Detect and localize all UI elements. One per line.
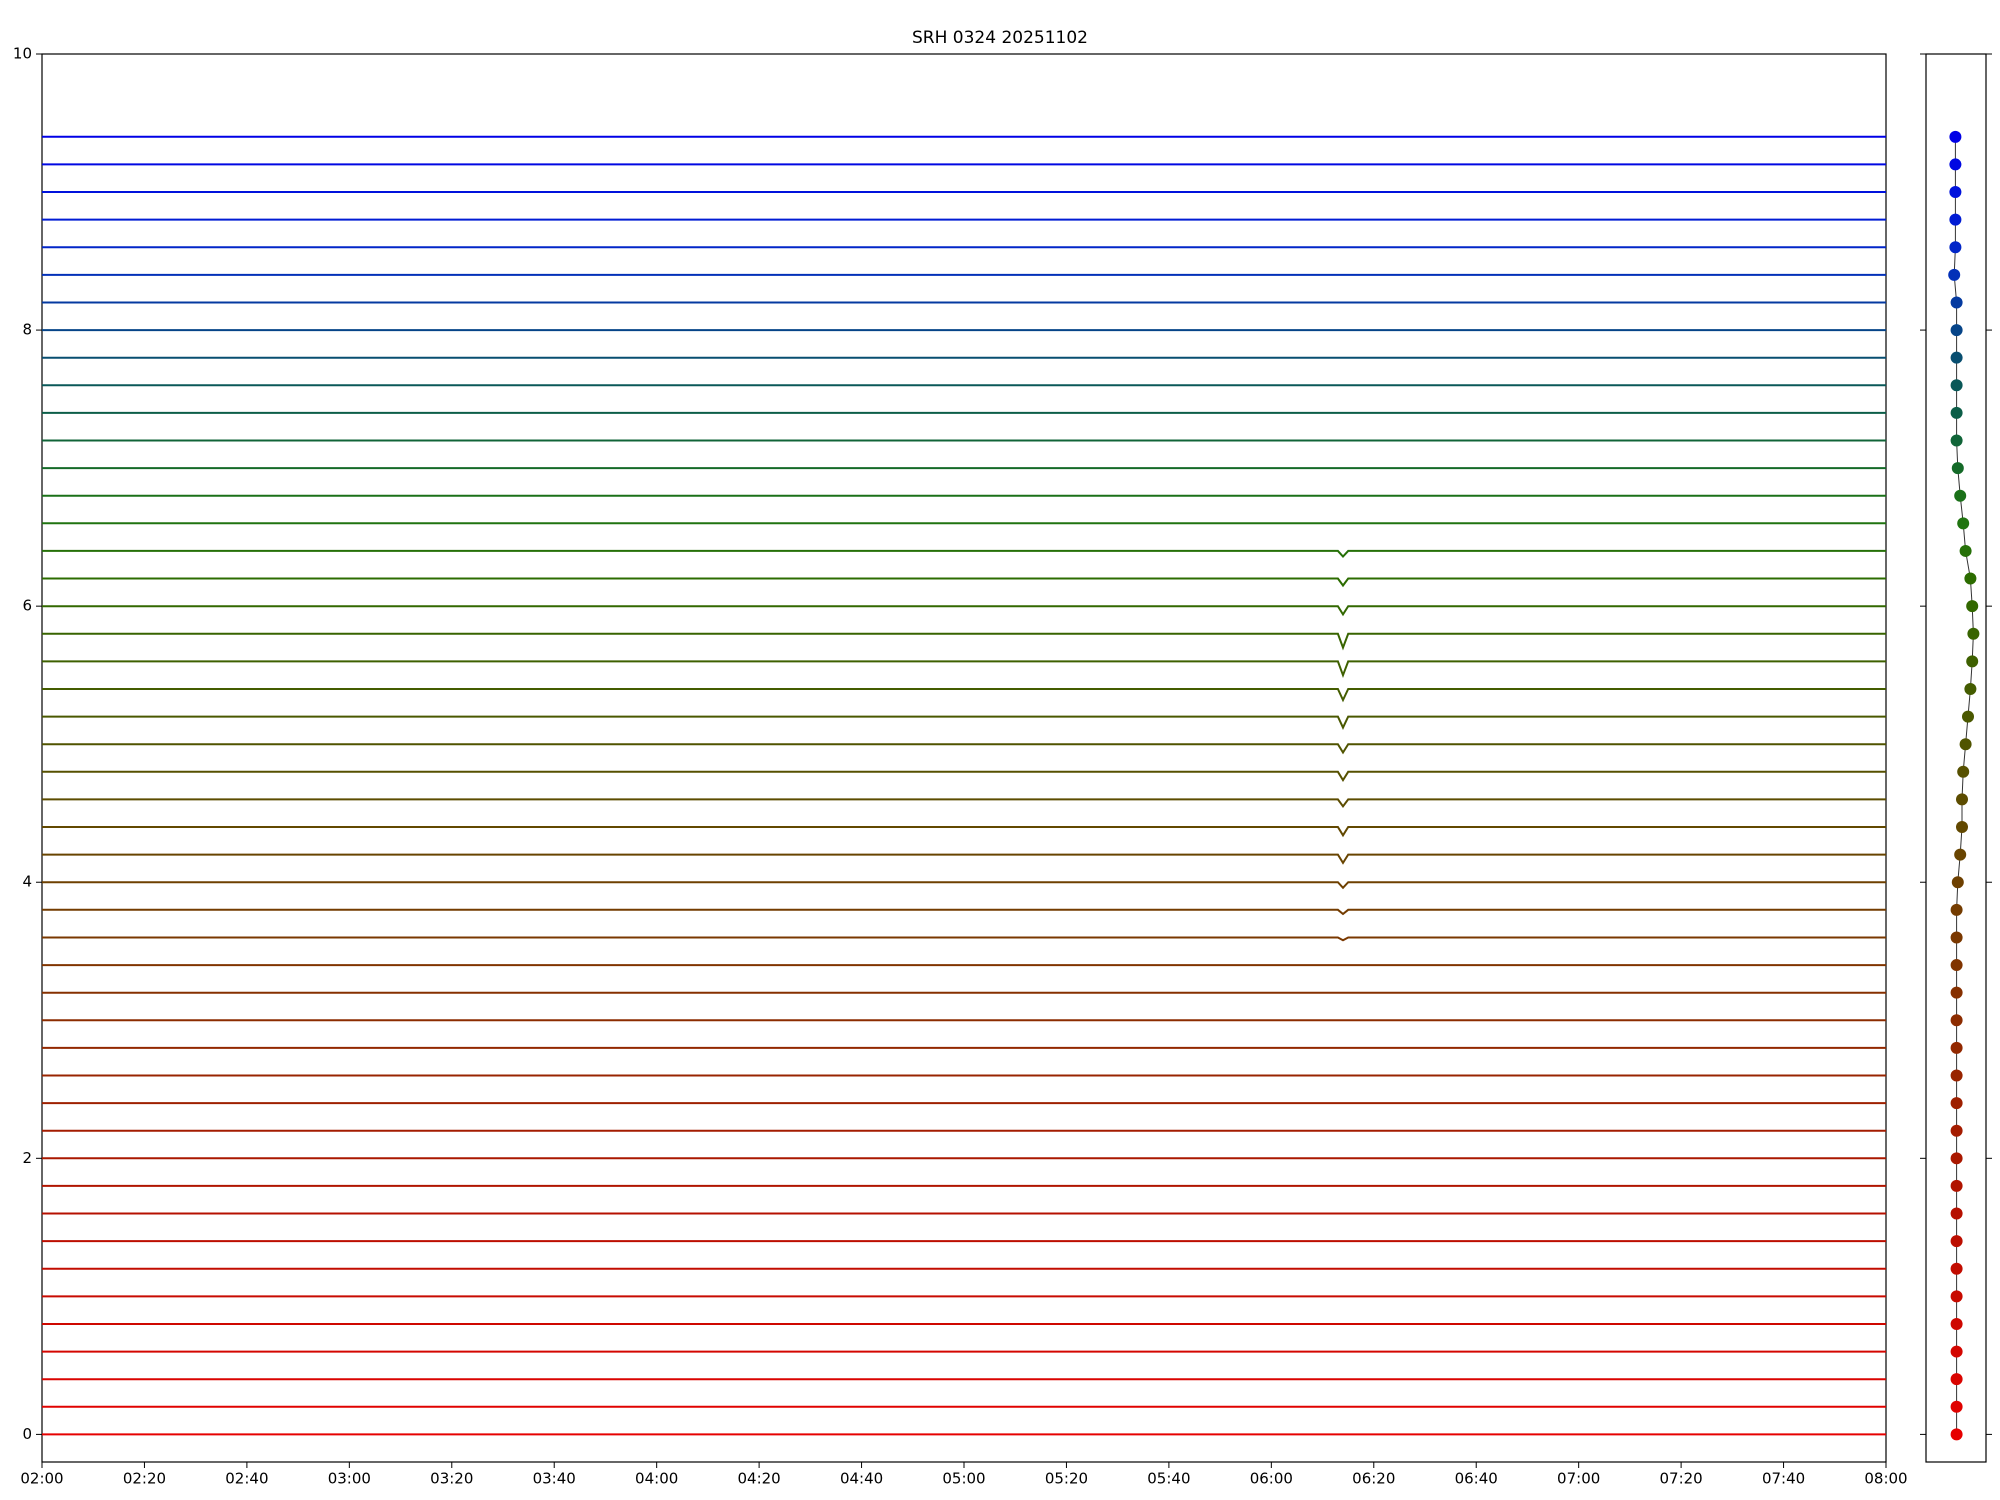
x-tick-label: 05:20 — [1045, 1470, 1088, 1488]
side-panel-frame — [1925, 53, 1987, 1463]
trace-line — [42, 577, 1886, 588]
x-tick-label: 07:40 — [1762, 1470, 1805, 1488]
x-tick-label: 06:40 — [1455, 1470, 1498, 1488]
dot — [1950, 1235, 1963, 1248]
dot — [1950, 379, 1963, 392]
dot — [1950, 1290, 1963, 1303]
y-tick-label: 2 — [22, 1149, 32, 1167]
dot — [1956, 821, 1968, 834]
dot — [1967, 627, 1980, 640]
dot — [1964, 572, 1977, 585]
dot — [1948, 268, 1961, 281]
dot — [1959, 738, 1972, 751]
trace-line — [42, 632, 1886, 651]
trace-line — [42, 549, 1886, 558]
dot — [1959, 544, 1972, 557]
dot — [1950, 1207, 1963, 1220]
dot — [1950, 1014, 1963, 1027]
dot — [1950, 1262, 1963, 1275]
dot — [1950, 296, 1963, 309]
dot — [1957, 517, 1970, 530]
x-tick-label: 02:20 — [123, 1470, 166, 1488]
y-tick-label: 0 — [22, 1425, 32, 1443]
trace-line — [42, 743, 1886, 755]
x-tick-label: 03:40 — [533, 1470, 576, 1488]
dot — [1949, 186, 1962, 199]
y-tick-label: 6 — [22, 597, 32, 615]
dot — [1957, 765, 1970, 778]
dot — [1950, 351, 1963, 364]
x-tick-label: 07:20 — [1659, 1470, 1702, 1488]
dot — [1951, 462, 1964, 475]
x-tick-label: 02:00 — [20, 1470, 63, 1488]
y-tick-label: 8 — [22, 321, 32, 339]
dot — [1951, 876, 1964, 889]
dot — [1949, 213, 1962, 226]
dot — [1950, 1317, 1963, 1330]
dot — [1950, 1179, 1963, 1192]
x-tick-label: 06:00 — [1250, 1470, 1293, 1488]
dot — [1950, 1097, 1963, 1110]
dot — [1950, 1124, 1963, 1137]
x-tick-label: 07:00 — [1557, 1470, 1600, 1488]
dot — [1950, 1400, 1963, 1413]
x-tick-label: 04:20 — [737, 1470, 780, 1488]
dot — [1964, 682, 1977, 695]
trace-line — [42, 688, 1886, 703]
dot — [1950, 1069, 1963, 1082]
dot — [1956, 793, 1968, 806]
x-tick-label: 02:40 — [225, 1470, 268, 1488]
y-tick-label: 10 — [13, 45, 32, 63]
x-tick-label: 04:00 — [635, 1470, 678, 1488]
x-tick-label: 04:40 — [840, 1470, 883, 1488]
dot — [1950, 931, 1963, 944]
trace-line — [42, 798, 1886, 808]
dot — [1949, 158, 1962, 171]
trace-line — [42, 908, 1886, 916]
dot — [1950, 324, 1963, 337]
dot — [1966, 600, 1979, 613]
dot — [1950, 434, 1963, 447]
dot — [1950, 406, 1963, 419]
dot — [1954, 848, 1967, 861]
x-tick-label: 08:00 — [1864, 1470, 1907, 1488]
trace-line — [42, 715, 1886, 730]
x-tick-label: 05:00 — [942, 1470, 985, 1488]
trace-line — [42, 660, 1886, 679]
trace-line — [42, 826, 1886, 838]
chart-title: SRH 0324 20251102 — [912, 28, 1088, 48]
dot — [1954, 489, 1967, 502]
dot — [1962, 710, 1974, 723]
dot — [1966, 655, 1979, 668]
trace-line — [42, 770, 1886, 782]
x-tick-label: 03:20 — [430, 1470, 473, 1488]
trace-line — [42, 605, 1886, 617]
dot — [1950, 959, 1963, 972]
dot — [1950, 1345, 1963, 1358]
x-tick-label: 05:40 — [1147, 1470, 1190, 1488]
x-tick-label: 03:00 — [328, 1470, 371, 1488]
dot — [1950, 1041, 1963, 1054]
dot — [1950, 1373, 1963, 1386]
y-tick-label: 4 — [22, 873, 32, 891]
dot — [1950, 903, 1963, 916]
trace-line — [42, 853, 1886, 865]
trace-line — [42, 936, 1886, 942]
dot — [1950, 986, 1963, 999]
dot — [1950, 1152, 1963, 1165]
trace-line — [42, 881, 1886, 890]
dot — [1950, 1428, 1963, 1441]
x-tick-label: 06:20 — [1352, 1470, 1395, 1488]
dot — [1949, 241, 1962, 254]
dot — [1949, 130, 1962, 143]
